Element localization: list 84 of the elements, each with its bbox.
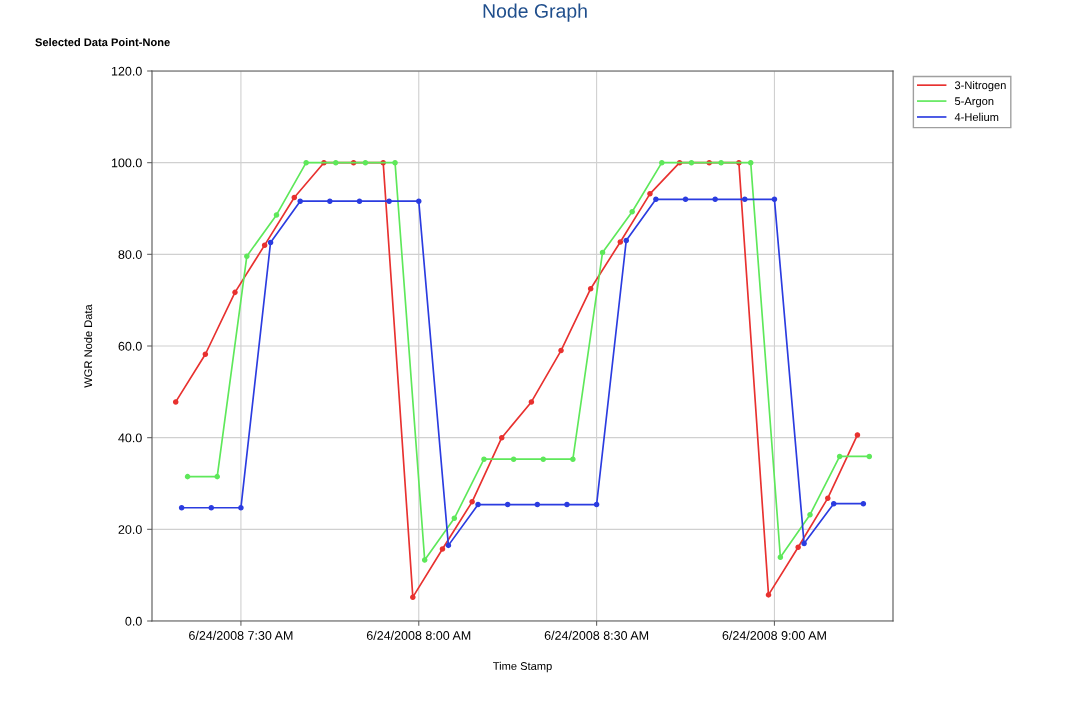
point [718, 159, 724, 166]
point [445, 542, 452, 549]
point [712, 196, 718, 203]
x-tick-label: 6/24/2008 7:30 AM [189, 630, 293, 640]
point [332, 159, 339, 166]
point [267, 239, 274, 246]
point [747, 159, 754, 166]
legend-label: 4-Helium [954, 112, 999, 121]
point [777, 554, 784, 561]
x-axis-title: Time Stamp [493, 661, 552, 673]
point [392, 159, 398, 166]
point [498, 434, 505, 441]
point [410, 594, 416, 600]
point [178, 505, 185, 511]
point [836, 453, 843, 460]
point [795, 544, 801, 550]
x-tick-label: 6/24/2008 9:00 AM [722, 630, 826, 640]
point [415, 198, 422, 204]
point [659, 159, 665, 166]
point [682, 196, 689, 203]
point [504, 501, 511, 508]
point [653, 196, 659, 203]
point [558, 347, 564, 354]
point [475, 501, 481, 508]
point [540, 456, 547, 462]
point [528, 399, 535, 405]
point [860, 500, 867, 507]
x-tick-label: 6/24/2008 8:30 AM [544, 630, 649, 640]
point [623, 237, 630, 244]
point [587, 285, 594, 292]
point [830, 500, 837, 507]
legend-label: 5-Argon [954, 97, 994, 108]
point [510, 456, 517, 462]
y-tick-label: 60.0 [118, 341, 142, 351]
point [327, 198, 333, 204]
point [801, 540, 807, 547]
point [291, 194, 298, 201]
point [807, 511, 813, 518]
y-tick-label: 20.0 [118, 525, 142, 534]
point [825, 495, 831, 501]
chart-title: Node Graph [483, 3, 587, 22]
point [208, 505, 215, 511]
y-tick-label: 80.0 [118, 250, 142, 259]
y-tick-label: 40.0 [118, 433, 142, 443]
point [439, 546, 446, 552]
point [765, 592, 772, 598]
point [771, 196, 778, 203]
point [570, 456, 576, 462]
point [469, 499, 475, 505]
point [451, 515, 458, 522]
point [421, 557, 428, 563]
point [244, 253, 250, 259]
x-tick-label: 6/24/2008 8:00 AM [366, 630, 471, 640]
point [866, 453, 873, 460]
point [238, 505, 244, 511]
y-axis-title: WGR Node Data [83, 304, 93, 388]
point [564, 501, 570, 508]
point [854, 432, 861, 438]
point [273, 212, 280, 218]
text: Selected Data Point-None [35, 38, 170, 47]
y-tick-label: 120.0 [111, 66, 142, 76]
point [184, 473, 191, 480]
point [742, 196, 748, 203]
point [629, 208, 635, 215]
point [688, 159, 695, 166]
point [214, 473, 220, 480]
point [297, 198, 303, 204]
y-tick-label: 100.0 [111, 158, 142, 168]
point [172, 399, 179, 405]
point [593, 501, 600, 508]
point [362, 159, 369, 166]
point [202, 351, 209, 358]
point [481, 456, 487, 462]
legend-label: 3-Nitrogen [954, 81, 1006, 92]
point [617, 239, 624, 245]
point [386, 198, 392, 204]
point [303, 159, 309, 166]
point [647, 191, 653, 197]
point [356, 198, 363, 204]
point [232, 289, 238, 296]
y-tick-label: 0.0 [125, 616, 142, 626]
point [261, 242, 268, 248]
point [534, 501, 541, 508]
point [599, 249, 606, 256]
